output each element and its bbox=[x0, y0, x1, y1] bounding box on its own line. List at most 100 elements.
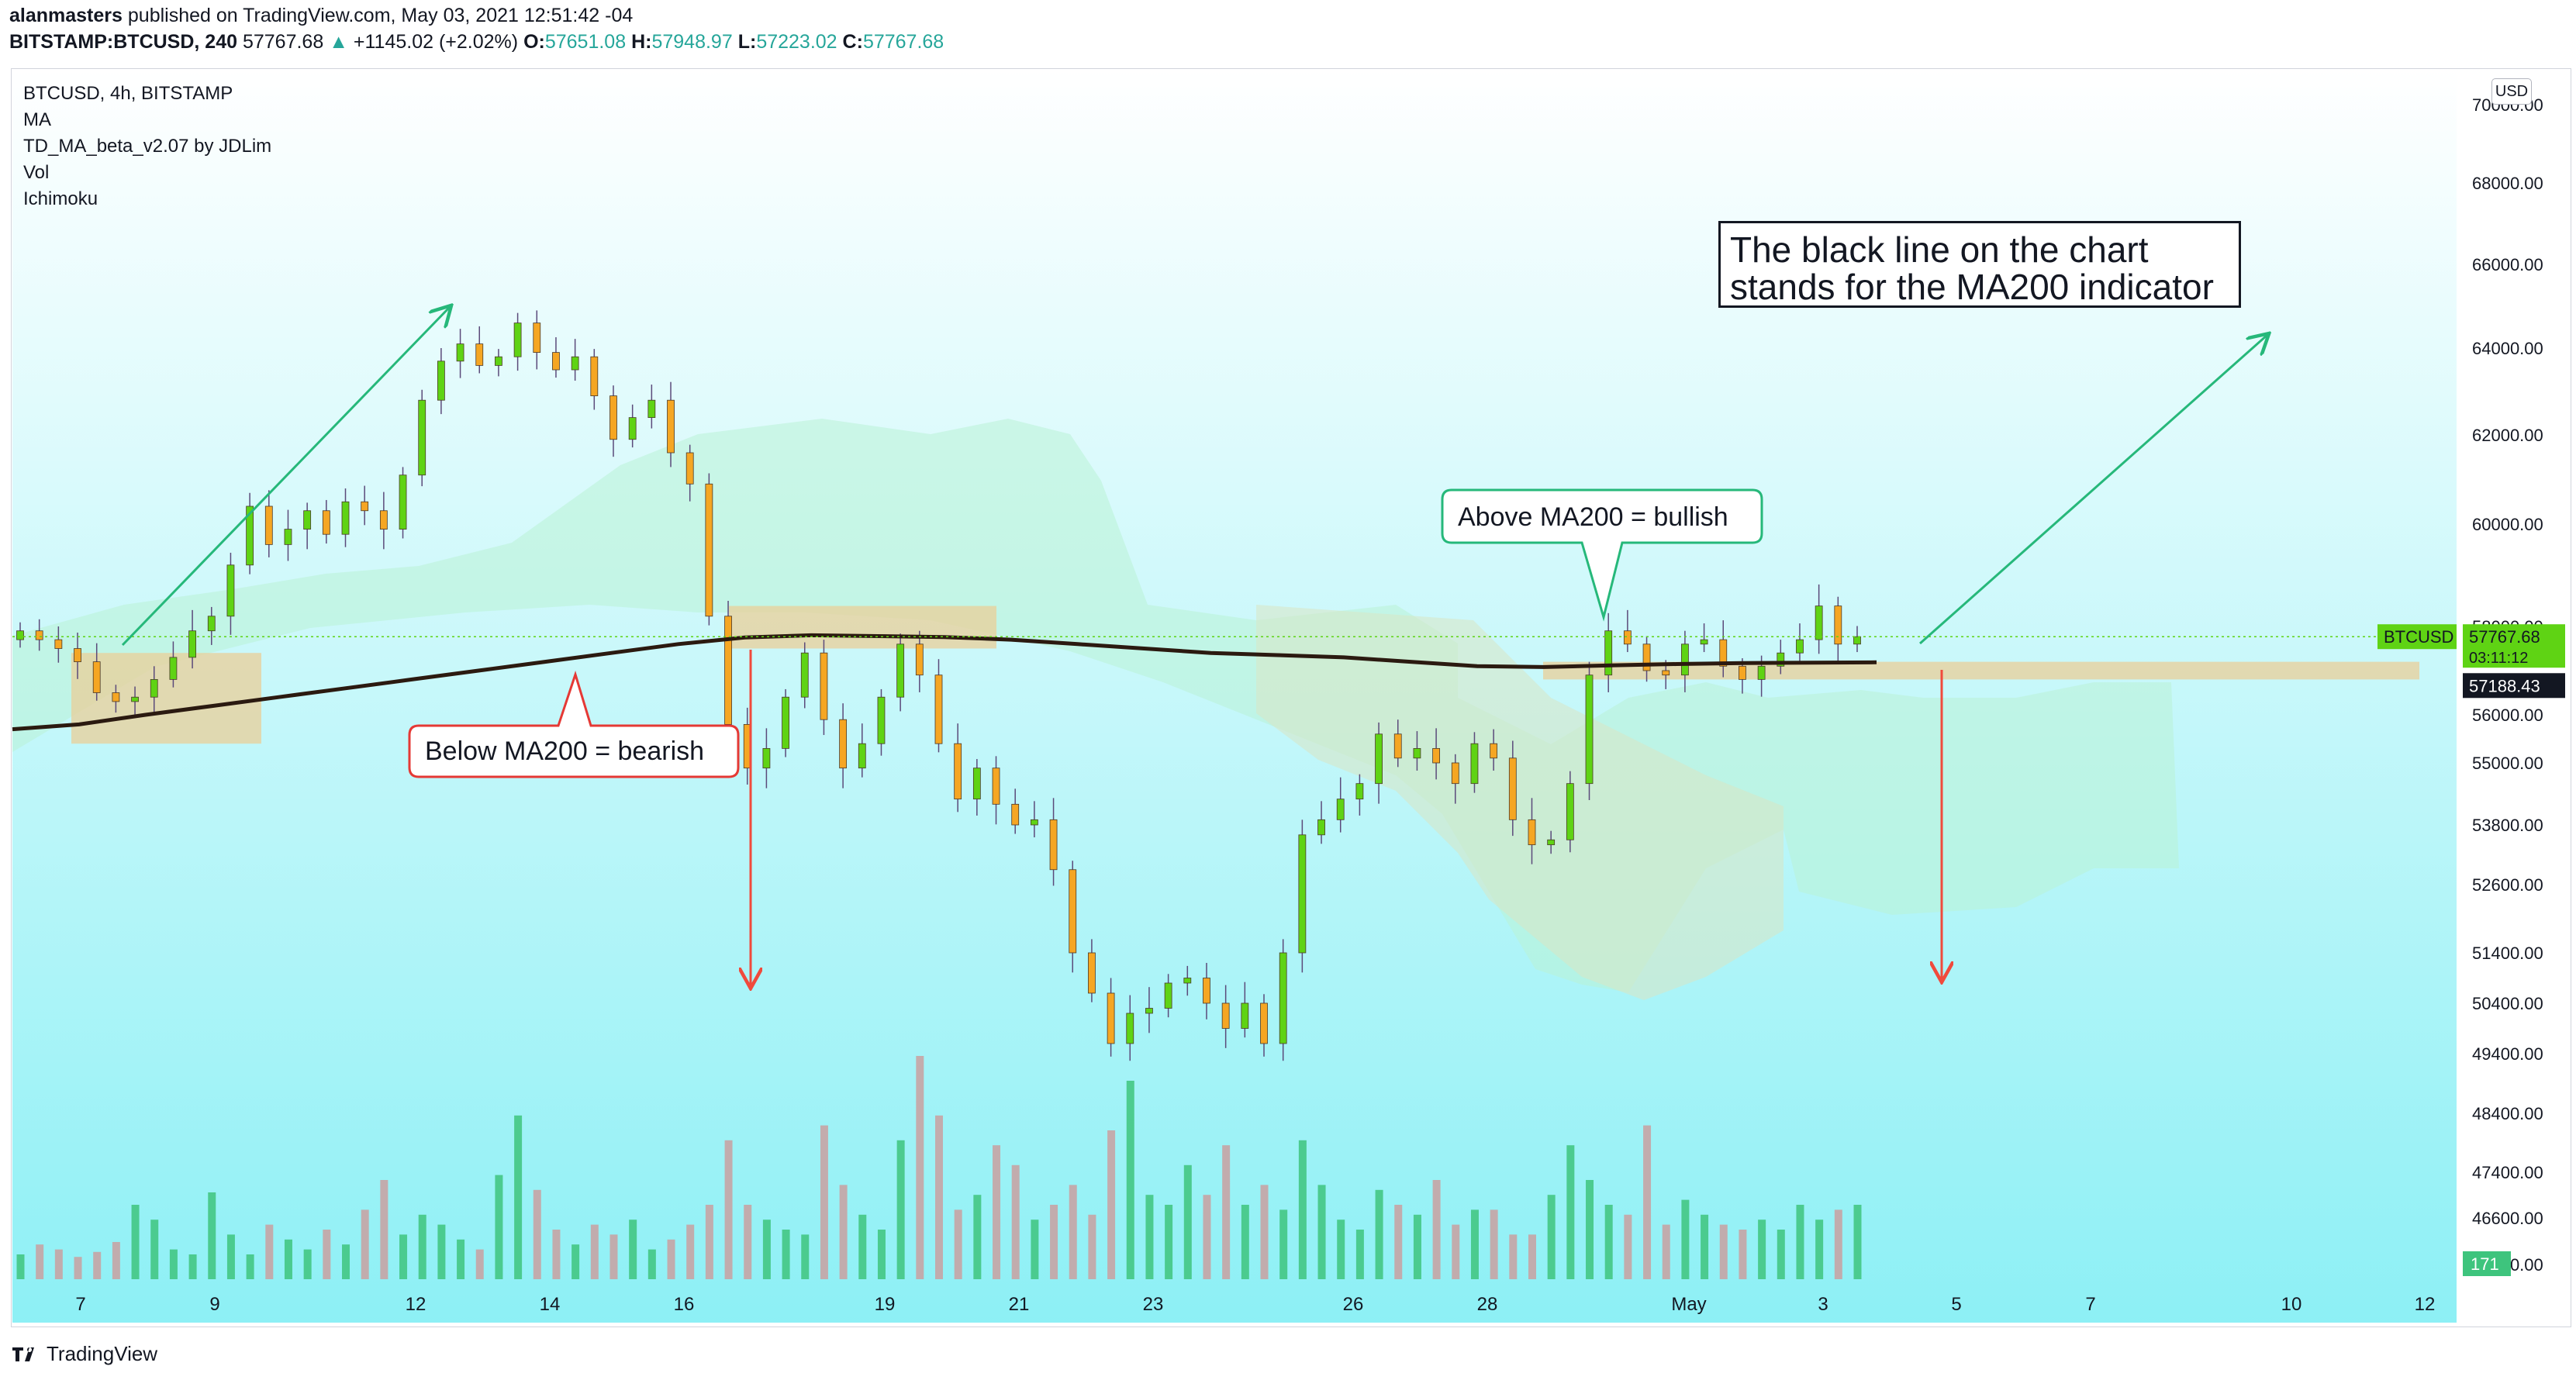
price-tick-label: 48400.00 bbox=[2472, 1104, 2543, 1123]
candle-body bbox=[513, 323, 522, 357]
footer-brand[interactable]: TradingView bbox=[47, 1341, 158, 1365]
candle-body bbox=[590, 356, 599, 397]
last-price-symbol-text: BTCUSD bbox=[2384, 627, 2453, 647]
volume-bar bbox=[609, 1234, 618, 1279]
volume-bar bbox=[1643, 1125, 1652, 1279]
support-resistance-zone bbox=[729, 605, 996, 649]
volume-bar bbox=[916, 1056, 924, 1279]
volume-bar bbox=[1586, 1180, 1594, 1279]
legend-vol[interactable]: Vol bbox=[23, 162, 50, 183]
ma200-price-value: 57188.43 bbox=[2469, 676, 2540, 695]
candle-body bbox=[1566, 783, 1574, 840]
candle-body bbox=[418, 399, 426, 476]
callout-below-bubble bbox=[408, 671, 740, 778]
candle-body bbox=[1375, 733, 1383, 785]
candle-body bbox=[685, 452, 694, 485]
candle-body bbox=[341, 501, 350, 535]
uptrend-arrow-right bbox=[1919, 335, 2267, 645]
price-tick-label: 66000.00 bbox=[2472, 255, 2543, 274]
candle-body bbox=[915, 643, 924, 676]
candle-body bbox=[322, 510, 330, 535]
currency-badge[interactable]: USD bbox=[2491, 78, 2532, 105]
legend-ichimoku[interactable]: Ichimoku bbox=[23, 188, 98, 209]
volume-bar bbox=[1260, 1185, 1269, 1279]
candle-body bbox=[571, 356, 579, 371]
annotation-box[interactable]: The black line on the chart stands for t… bbox=[1718, 221, 2241, 308]
change-up-icon: ▲ bbox=[329, 31, 348, 53]
volume-bar bbox=[495, 1175, 503, 1279]
candle-body bbox=[1796, 639, 1804, 654]
candle-body bbox=[188, 630, 196, 658]
last-price-badge[interactable] bbox=[2463, 624, 2565, 668]
candle-body bbox=[1298, 834, 1307, 954]
time-tick-label: 12 bbox=[406, 1294, 426, 1315]
volume-bar bbox=[131, 1205, 140, 1279]
time-tick-label: 7 bbox=[2085, 1294, 2095, 1315]
candle-body bbox=[800, 652, 809, 698]
candle-body bbox=[112, 692, 120, 702]
price-tick-label: 53800.00 bbox=[2472, 816, 2543, 835]
candle-body bbox=[1547, 839, 1556, 846]
candle-body bbox=[131, 696, 139, 702]
callout-above-bubble bbox=[1441, 488, 1763, 622]
volume-bar bbox=[877, 1230, 886, 1279]
volume-bar bbox=[1739, 1230, 1747, 1279]
ma200-price-badge[interactable] bbox=[2463, 673, 2565, 699]
candle-body bbox=[284, 529, 292, 545]
volume-bar bbox=[1394, 1205, 1403, 1279]
open-value: 57651.08 bbox=[544, 31, 627, 53]
candle-body bbox=[1853, 636, 1861, 645]
volume-bar bbox=[226, 1234, 235, 1279]
volume-bar bbox=[1452, 1224, 1460, 1279]
countdown-value: 03:11:12 bbox=[2469, 650, 2528, 667]
candle-body bbox=[35, 630, 43, 640]
candle-body bbox=[1700, 639, 1708, 645]
volume-badge[interactable] bbox=[2463, 1251, 2511, 1276]
price-tick-label: 56000.00 bbox=[2472, 706, 2543, 725]
volume-bar bbox=[246, 1254, 254, 1279]
legend-ma[interactable]: MA bbox=[23, 109, 51, 130]
volume-bar bbox=[1413, 1214, 1421, 1279]
volume-bar bbox=[724, 1140, 733, 1279]
candle-body bbox=[1642, 643, 1651, 671]
candle-body bbox=[820, 652, 828, 720]
volume-bar bbox=[896, 1140, 905, 1279]
volume-bar bbox=[629, 1220, 637, 1279]
candle-body bbox=[1183, 978, 1192, 984]
candle-body bbox=[1604, 630, 1613, 676]
volume-bar bbox=[1470, 1209, 1479, 1279]
volume-bar bbox=[762, 1220, 771, 1279]
candle-body bbox=[1681, 643, 1689, 676]
volume-bar bbox=[1298, 1140, 1307, 1279]
legend-symbol[interactable]: BTCUSD, 4h, BITSTAMP bbox=[23, 83, 233, 104]
change-value: +1145.02 (+2.02%) bbox=[353, 31, 519, 53]
candle-body bbox=[74, 648, 81, 663]
time-tick-label: 26 bbox=[1343, 1294, 1364, 1315]
candle-body bbox=[1011, 803, 1020, 826]
chart-frame bbox=[11, 68, 2571, 1327]
candle-body bbox=[1585, 674, 1594, 785]
price-tick-label: 52600.00 bbox=[2472, 875, 2543, 895]
volume-bar bbox=[1566, 1145, 1575, 1279]
volume-bar bbox=[552, 1230, 561, 1279]
volume-bar bbox=[1701, 1214, 1709, 1279]
volume-bar bbox=[361, 1209, 369, 1279]
symbol-label: BITSTAMP:BTCUSD, 240 bbox=[9, 31, 238, 53]
volume-bar bbox=[820, 1125, 828, 1279]
open-label: O: bbox=[523, 31, 545, 53]
volume-bar bbox=[1815, 1220, 1824, 1279]
close-value: 57767.68 bbox=[862, 31, 944, 53]
author-name[interactable]: alanmasters bbox=[9, 5, 123, 26]
volume-bar bbox=[1681, 1199, 1690, 1279]
volume-bar bbox=[323, 1230, 331, 1279]
price-tick-label: 47400.00 bbox=[2472, 1163, 2543, 1182]
candle-body bbox=[1336, 799, 1345, 820]
legend-td-ma[interactable]: TD_MA_beta_v2.07 by JDLim bbox=[23, 136, 272, 157]
volume-bar bbox=[284, 1239, 292, 1279]
volume-bar bbox=[1796, 1205, 1804, 1279]
volume-bar bbox=[782, 1230, 790, 1279]
price-tick-label: 50400.00 bbox=[2472, 994, 2543, 1013]
candle-body bbox=[303, 510, 312, 530]
last-price-symbol-badge[interactable] bbox=[2377, 624, 2457, 650]
